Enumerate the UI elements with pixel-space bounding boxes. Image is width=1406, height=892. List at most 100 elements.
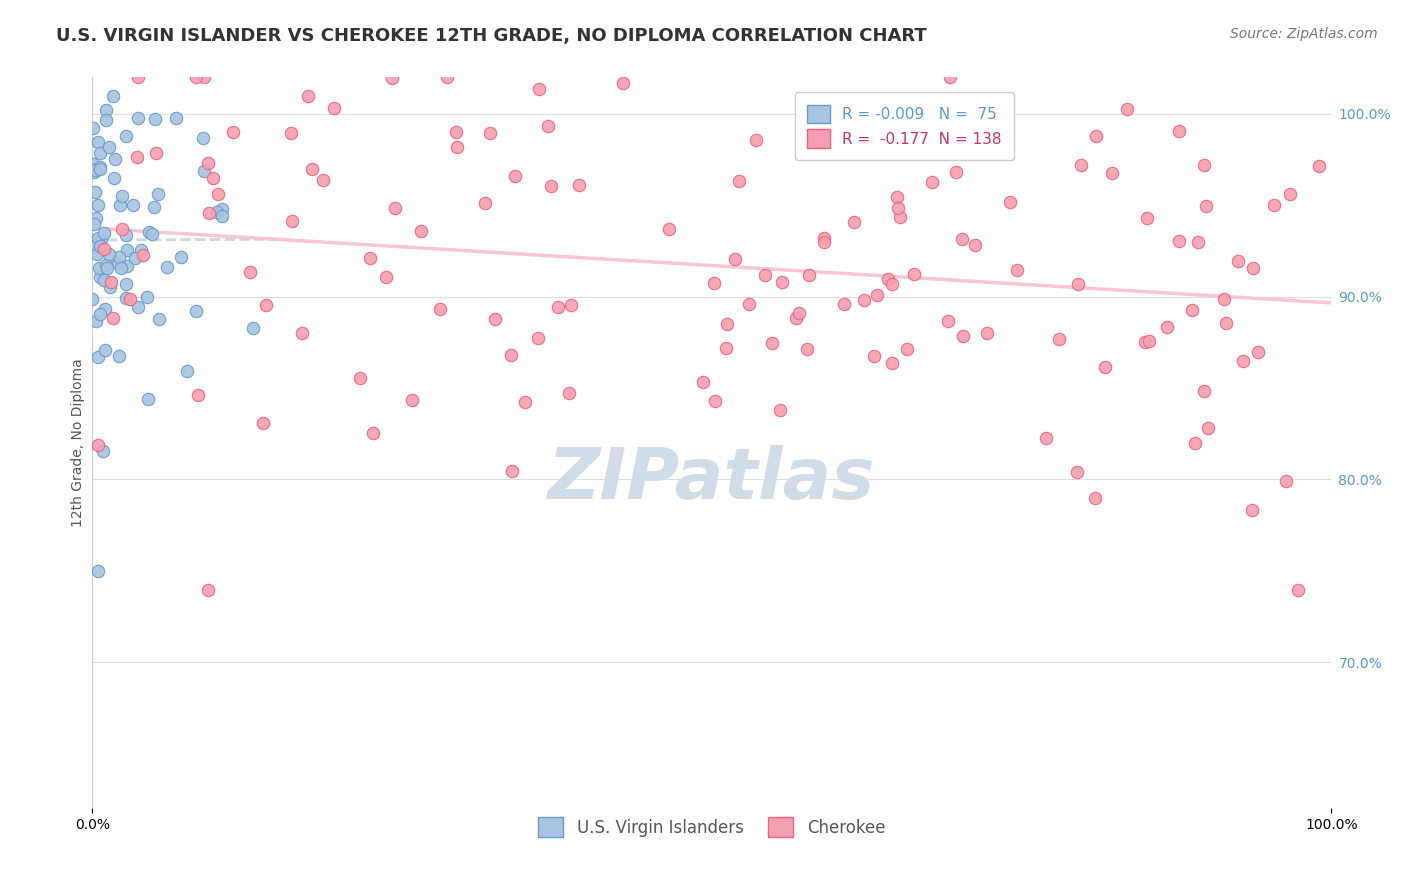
Point xyxy=(84,162,107,177)
Point xyxy=(312,173,335,187)
Point xyxy=(1101,166,1123,180)
Point xyxy=(513,394,536,409)
Point xyxy=(94,301,117,316)
Point xyxy=(963,237,986,252)
Point xyxy=(132,247,155,261)
Point xyxy=(359,251,381,265)
Point xyxy=(82,121,104,136)
Point xyxy=(93,273,115,287)
Point xyxy=(361,425,384,440)
Point xyxy=(898,94,921,108)
Point xyxy=(980,128,1002,142)
Point xyxy=(107,256,129,270)
Point xyxy=(127,70,149,85)
Point xyxy=(84,314,107,328)
Point xyxy=(1047,332,1070,346)
Point xyxy=(658,222,681,236)
Point xyxy=(91,444,114,458)
Point xyxy=(813,231,835,245)
Point xyxy=(1195,199,1218,213)
Point xyxy=(1241,260,1264,275)
Point xyxy=(193,164,215,178)
Point xyxy=(704,394,727,409)
Point xyxy=(118,292,141,306)
Point xyxy=(503,169,526,183)
Point xyxy=(211,209,233,223)
Point xyxy=(108,349,131,363)
Point xyxy=(100,280,122,294)
Point xyxy=(723,252,745,266)
Point xyxy=(94,113,117,128)
Point xyxy=(1192,158,1215,172)
Point xyxy=(796,343,818,357)
Point xyxy=(1084,491,1107,506)
Point xyxy=(716,317,738,331)
Point xyxy=(136,392,159,407)
Point xyxy=(281,214,304,228)
Point xyxy=(101,311,124,326)
Point xyxy=(1085,128,1108,143)
Point xyxy=(108,250,131,264)
Point xyxy=(1192,384,1215,399)
Point xyxy=(1212,292,1234,306)
Point xyxy=(527,82,550,96)
Point xyxy=(381,70,404,85)
Point xyxy=(94,259,117,273)
Point xyxy=(1066,466,1088,480)
Point xyxy=(82,292,104,306)
Point xyxy=(141,227,163,241)
Point xyxy=(90,232,112,246)
Point xyxy=(89,162,111,177)
Point xyxy=(976,326,998,341)
Point xyxy=(876,272,898,286)
Point xyxy=(1180,303,1202,318)
Point xyxy=(115,227,138,242)
Point xyxy=(560,298,582,312)
Point xyxy=(547,300,569,314)
Point xyxy=(129,243,152,257)
Point xyxy=(87,564,110,578)
Point xyxy=(952,329,974,343)
Point xyxy=(769,402,792,417)
Point xyxy=(211,202,233,217)
Point xyxy=(436,70,458,85)
Point xyxy=(323,101,346,115)
Point xyxy=(148,311,170,326)
Point xyxy=(889,210,911,224)
Point xyxy=(197,156,219,170)
Point xyxy=(375,269,398,284)
Point xyxy=(94,103,117,117)
Point xyxy=(87,438,110,452)
Point xyxy=(252,416,274,430)
Point xyxy=(886,201,908,215)
Point xyxy=(115,128,138,143)
Point xyxy=(143,112,166,127)
Point xyxy=(115,277,138,292)
Point xyxy=(896,342,918,356)
Point xyxy=(692,375,714,389)
Point xyxy=(903,267,925,281)
Point xyxy=(1168,124,1191,138)
Point xyxy=(103,170,125,185)
Point xyxy=(100,275,122,289)
Point xyxy=(301,162,323,177)
Point xyxy=(444,125,467,139)
Point xyxy=(108,198,131,212)
Point xyxy=(93,242,115,256)
Point xyxy=(349,370,371,384)
Point xyxy=(761,335,783,350)
Point xyxy=(87,350,110,364)
Point xyxy=(83,218,105,232)
Point xyxy=(787,306,810,320)
Point xyxy=(1136,211,1159,225)
Point xyxy=(950,232,973,246)
Point xyxy=(945,165,967,179)
Point xyxy=(1168,234,1191,248)
Point xyxy=(89,269,111,284)
Point xyxy=(142,200,165,214)
Point xyxy=(87,198,110,212)
Point xyxy=(191,131,214,145)
Point xyxy=(737,297,759,311)
Point xyxy=(96,261,118,276)
Point xyxy=(558,386,581,401)
